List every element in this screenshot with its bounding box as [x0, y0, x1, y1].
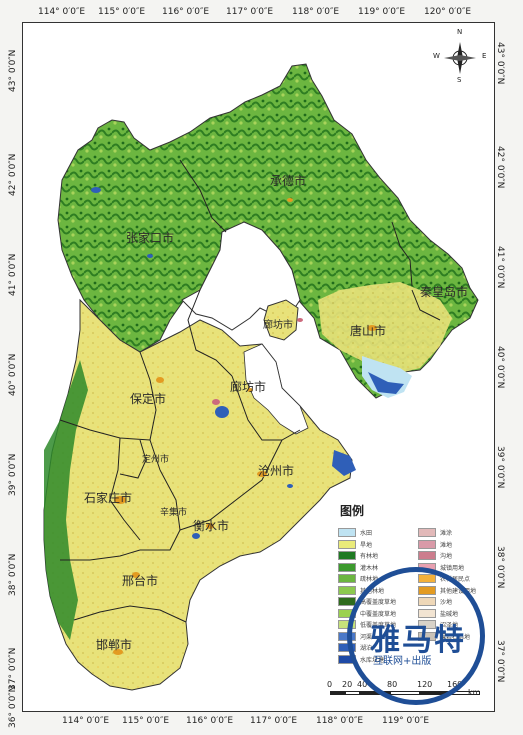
legend-label: 水田: [360, 530, 373, 537]
longitude-tick-top: 115° 0′0″E: [98, 7, 146, 17]
label-qinhuangdao: 秦皇岛市: [420, 285, 469, 299]
urban-pink: [212, 318, 303, 405]
scale-unit: km: [468, 688, 481, 697]
legend-swatch: [338, 551, 356, 560]
compass-s: S: [457, 76, 462, 84]
tangshan-plain: [318, 282, 452, 372]
legend-swatch: [338, 585, 356, 595]
city-boundaries: [59, 159, 441, 623]
scale-segment-2: [345, 691, 360, 695]
legend-label: 滩涂: [440, 530, 453, 537]
water-bodies: [91, 187, 293, 539]
label-hengshui: 衡水市: [193, 519, 230, 533]
legend-item: 滩地: [418, 539, 453, 549]
scale-label: 0: [327, 680, 333, 689]
label-baoding: 保定市: [130, 392, 167, 406]
longitude-tick-top: 119° 0′0″E: [358, 7, 406, 17]
legend-swatch: [338, 528, 356, 537]
legend-label: 城镇用地: [440, 564, 465, 572]
longitude-tick-bottom: 119° 0′0″E: [382, 716, 430, 726]
label-zhangjiakou: 张家口市: [126, 231, 175, 245]
legend-swatch: [418, 528, 436, 537]
label-langfang: 廊坊市: [230, 380, 267, 394]
legend-item: 旱地: [338, 539, 373, 549]
compass-n: N: [457, 28, 463, 36]
label-cangzhou: 沧州市: [258, 464, 295, 478]
legend-swatch: [418, 551, 436, 560]
compass-e: E: [482, 52, 487, 60]
longitude-tick-bottom: 114° 0′0″E: [62, 716, 110, 726]
longitude-tick-top: 118° 0′0″E: [292, 7, 340, 17]
legend-title: 图例: [340, 504, 365, 518]
legend-item: 灌木林: [338, 562, 379, 572]
legend-item: 沟地: [418, 551, 452, 560]
taihang-forest: [44, 360, 88, 640]
legend-item: 滩涂: [418, 528, 452, 537]
compass-w: W: [433, 52, 440, 60]
legend-label: 滩地: [440, 541, 453, 549]
north-arrow-icon: [444, 42, 476, 74]
legend-label: 沟地: [440, 553, 453, 560]
legend-item: 有林地: [338, 551, 378, 560]
label-xinji: 辛集市: [160, 508, 188, 518]
tianjin-hole: [243, 343, 309, 435]
longitude-tick-top: 114° 0′0″E: [38, 7, 86, 17]
watermark-subtext: 互联网+出版: [373, 656, 432, 667]
watermark-ring: [347, 567, 485, 705]
bay-water: [332, 450, 356, 476]
langfang-enclave: [263, 299, 299, 341]
label-xingtai: 邢台市: [122, 574, 159, 588]
longitude-tick-top: 116° 0′0″E: [162, 7, 210, 17]
watermark-text: 雅马特: [370, 623, 466, 658]
urban-areas: [113, 198, 377, 655]
label-tangshan: 唐山市: [350, 324, 387, 338]
beijing-hole: [181, 221, 301, 331]
legend-label: 疏林地: [360, 576, 379, 583]
label-shijiazhuang: 石家庄市: [84, 491, 133, 505]
legend-swatch: [338, 539, 356, 549]
legend-swatch: [418, 539, 436, 549]
label-chengde: 承德市: [270, 174, 307, 188]
legend-item: 水田: [338, 528, 372, 537]
legend-swatch: [338, 562, 356, 572]
legend-label: 有林地: [360, 553, 379, 560]
longitude-tick-top: 120° 0′0″E: [424, 7, 472, 17]
legend-label: 旱地: [360, 541, 373, 549]
coastal-water-dark: [368, 372, 404, 394]
label-langfang-north: 廊坊市: [263, 320, 293, 331]
longitude-tick-bottom: 118° 0′0″E: [316, 716, 364, 726]
label-handan: 邯郸市: [96, 638, 133, 652]
longitude-tick-bottom: 117° 0′0″E: [250, 716, 298, 726]
legend-label: 灌木林: [360, 564, 379, 572]
scale-segment-1: [330, 691, 345, 695]
longitude-tick-bottom: 115° 0′0″E: [122, 716, 170, 726]
longitude-tick-bottom: 116° 0′0″E: [186, 716, 234, 726]
legend-swatch: [338, 574, 356, 583]
scale-label: 20: [342, 680, 353, 689]
label-dingzhou: 定州市: [142, 455, 170, 465]
scale-label: 40: [357, 680, 368, 689]
legend-item: 疏林地: [338, 574, 378, 583]
longitude-tick-top: 117° 0′0″E: [226, 7, 274, 17]
